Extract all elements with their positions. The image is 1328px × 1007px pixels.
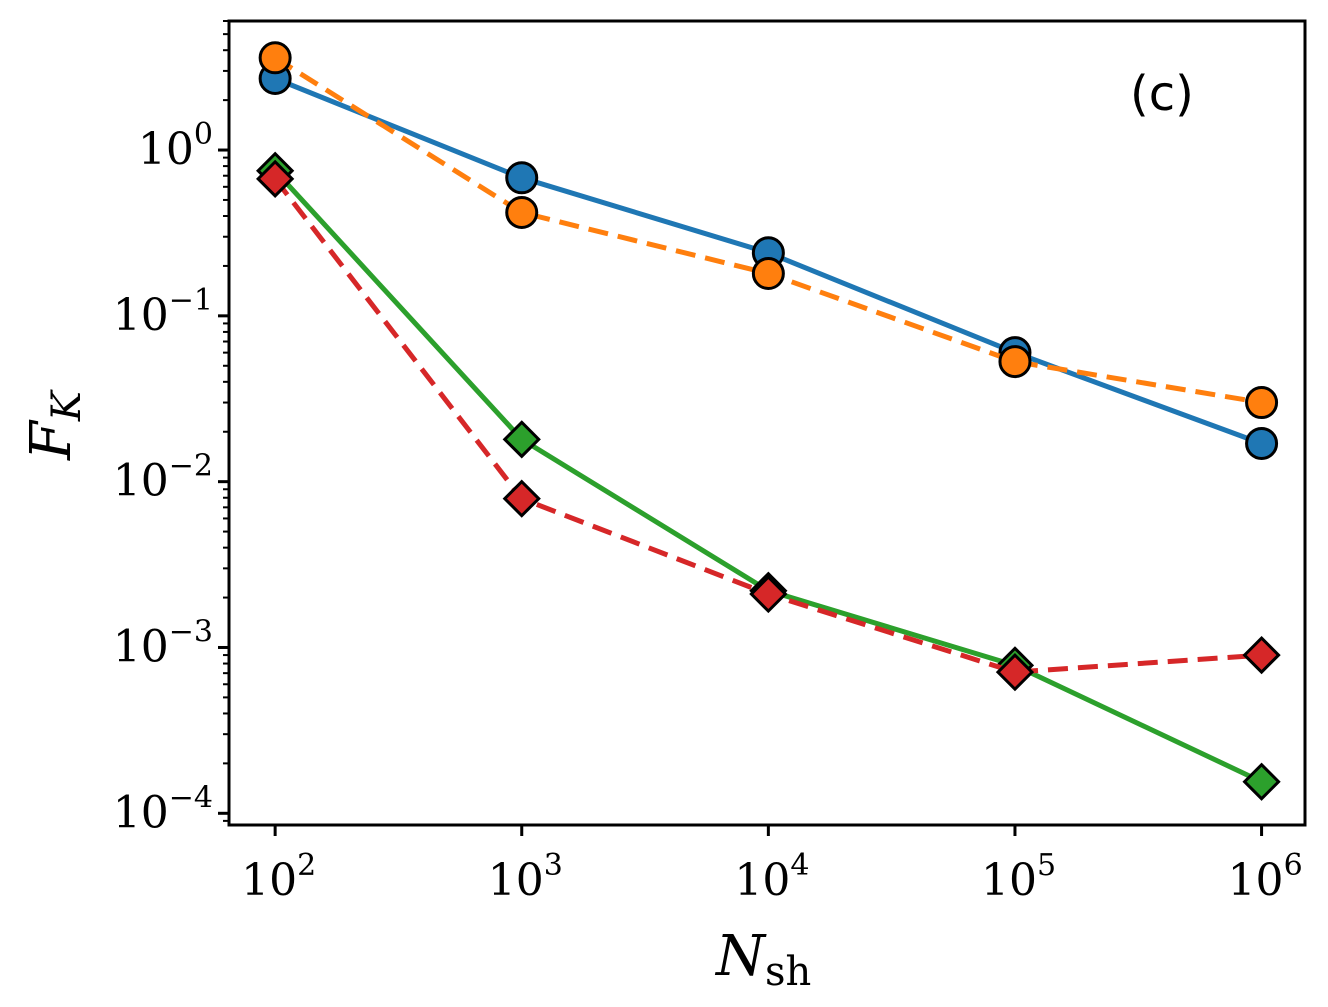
y-axis-label-main: F xyxy=(19,419,84,461)
data-point-blue-circles xyxy=(505,161,539,195)
x-tick-base: 10 xyxy=(241,855,297,906)
data-point-orange-circles xyxy=(1245,386,1279,420)
y-tick-exponent: 0 xyxy=(194,117,213,152)
x-axis-label-main: N xyxy=(714,924,767,989)
data-point-orange-circles xyxy=(258,41,292,75)
y-axis-label: FK xyxy=(19,389,90,461)
y-tick-base: 10 xyxy=(113,290,169,341)
y-tick-base: 10 xyxy=(138,124,194,175)
data-point-red-diamonds xyxy=(1242,635,1281,675)
data-point-blue-circles xyxy=(1245,426,1279,460)
y-tick-label: 10−1 xyxy=(113,283,213,341)
y-axis-label-sub: K xyxy=(44,389,90,422)
x-axis-label: Nsh xyxy=(714,924,811,995)
x-tick-exponent: 5 xyxy=(1037,848,1056,883)
plot-frame xyxy=(227,19,1307,827)
x-tick-label: 105 xyxy=(981,848,1056,906)
x-tick-label: 106 xyxy=(1228,848,1303,906)
y-tick-label: 10−2 xyxy=(113,449,213,507)
y-tick-exponent: −4 xyxy=(169,780,213,815)
data-point-orange-circles xyxy=(998,345,1032,379)
data-point-green-diamonds xyxy=(1242,762,1281,801)
data-point-red-diamonds xyxy=(256,159,295,198)
x-tick-exponent: 6 xyxy=(1284,848,1303,883)
data-point-orange-circles xyxy=(505,196,539,230)
y-tick-base: 10 xyxy=(113,456,169,507)
panel-annotation: (c) xyxy=(1130,66,1194,122)
data-point-red-diamonds xyxy=(995,653,1035,692)
y-tick-exponent: −3 xyxy=(169,614,213,649)
y-tick-exponent: −1 xyxy=(169,283,213,318)
data-point-red-diamonds xyxy=(502,479,541,518)
x-tick-base: 10 xyxy=(981,855,1037,906)
x-tick-exponent: 4 xyxy=(790,848,809,883)
x-tick-label: 104 xyxy=(734,848,809,906)
y-tick-label: 10−4 xyxy=(113,780,213,838)
x-tick-base: 10 xyxy=(1228,855,1284,906)
series-layer xyxy=(256,41,1281,801)
y-tick-label: 100 xyxy=(138,117,213,175)
x-tick-base: 10 xyxy=(488,855,544,906)
y-tick-base: 10 xyxy=(113,787,169,838)
x-tick-label: 103 xyxy=(488,848,563,906)
series-orange-circles xyxy=(258,41,1279,420)
x-axis-label-sub: sh xyxy=(765,949,811,995)
x-tick-exponent: 3 xyxy=(544,848,563,883)
data-point-green-diamonds xyxy=(502,420,541,459)
data-point-red-diamonds xyxy=(749,574,788,614)
data-point-orange-circles xyxy=(751,257,785,291)
x-tick-exponent: 2 xyxy=(297,848,316,883)
x-tick-label: 102 xyxy=(241,848,316,906)
y-tick-label: 10−3 xyxy=(113,614,213,672)
x-tick-base: 10 xyxy=(734,855,790,906)
y-tick-base: 10 xyxy=(113,621,169,672)
y-tick-exponent: −2 xyxy=(169,449,213,484)
series-red-diamonds xyxy=(256,159,1281,692)
plot-area xyxy=(229,21,1305,825)
